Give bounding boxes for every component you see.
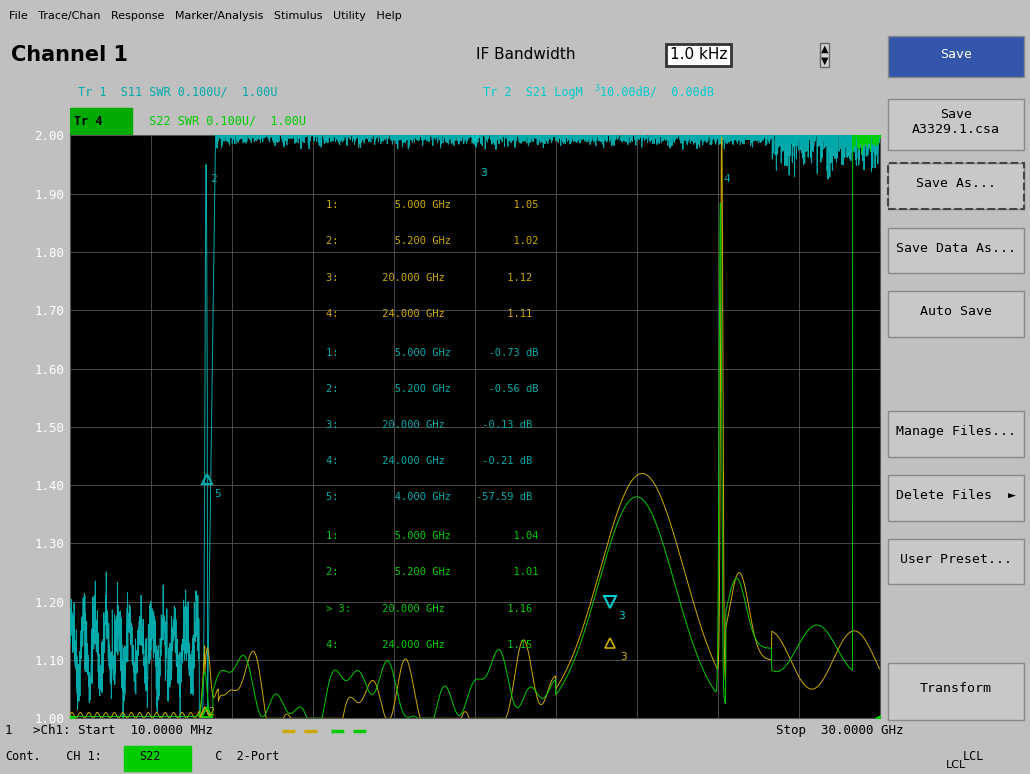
- Text: S22 SWR 0.100U/  1.00U: S22 SWR 0.100U/ 1.00U: [135, 115, 306, 128]
- Text: 2: 2: [209, 707, 214, 717]
- Text: Save
A3329.1.csa: Save A3329.1.csa: [912, 108, 1000, 136]
- Text: Auto Save: Auto Save: [920, 305, 992, 318]
- Text: Tr 4: Tr 4: [74, 115, 103, 128]
- Text: File   Trace/Chan   Response   Marker/Analysis   Stimulus   Utility   Help: File Trace/Chan Response Marker/Analysis…: [9, 12, 402, 21]
- Text: 3:       20.000 GHz          1.12: 3: 20.000 GHz 1.12: [327, 272, 533, 283]
- Text: 3: 3: [594, 84, 599, 93]
- Bar: [888, 36, 1024, 77]
- Text: Stop  30.0000 GHz: Stop 30.0000 GHz: [776, 724, 903, 737]
- Text: User Preset...: User Preset...: [900, 553, 1011, 566]
- Text: Save Data As...: Save Data As...: [896, 241, 1016, 255]
- Text: Tr 2  S21 LogM: Tr 2 S21 LogM: [483, 86, 583, 98]
- Bar: [70, 108, 132, 134]
- Text: >Ch1: Start  10.0000 MHz: >Ch1: Start 10.0000 MHz: [18, 724, 212, 737]
- Text: ▲
▼: ▲ ▼: [821, 44, 828, 66]
- Text: 1:         5.000 GHz      -0.73 dB: 1: 5.000 GHz -0.73 dB: [327, 348, 539, 358]
- Bar: [888, 663, 1024, 720]
- Bar: [888, 99, 1024, 150]
- Text: 1.0 kHz: 1.0 kHz: [671, 47, 727, 63]
- Text: 4:       24.000 GHz          1.15: 4: 24.000 GHz 1.15: [327, 640, 533, 649]
- Text: 10.00dB/  0.00dB: 10.00dB/ 0.00dB: [600, 86, 715, 98]
- Text: 4:       24.000 GHz          1.11: 4: 24.000 GHz 1.11: [327, 309, 533, 319]
- Text: 3:       20.000 GHz      -0.13 dB: 3: 20.000 GHz -0.13 dB: [327, 420, 533, 430]
- Text: Channel 1: Channel 1: [10, 45, 128, 65]
- Text: 1:         5.000 GHz          1.04: 1: 5.000 GHz 1.04: [327, 531, 539, 541]
- Bar: [888, 539, 1024, 584]
- Bar: [888, 411, 1024, 457]
- Text: 5: 5: [214, 489, 221, 498]
- Text: Transform: Transform: [920, 683, 992, 695]
- Text: 1:         5.000 GHz          1.05: 1: 5.000 GHz 1.05: [327, 200, 539, 211]
- Bar: [888, 163, 1024, 209]
- Text: C  2-Port: C 2-Port: [201, 751, 279, 763]
- Text: LCL: LCL: [946, 760, 966, 769]
- Text: CH 1:: CH 1:: [52, 751, 101, 763]
- Text: 2: 2: [210, 174, 217, 184]
- Text: Delete Files  ►: Delete Files ►: [896, 489, 1016, 502]
- Bar: [888, 291, 1024, 337]
- Text: 4:       24.000 GHz      -0.21 dB: 4: 24.000 GHz -0.21 dB: [327, 456, 533, 466]
- Text: 3: 3: [480, 168, 487, 178]
- Text: 2:         5.200 GHz      -0.56 dB: 2: 5.200 GHz -0.56 dB: [327, 384, 539, 394]
- Text: Cont.: Cont.: [5, 751, 41, 763]
- Text: 5:         4.000 GHz    -57.59 dB: 5: 4.000 GHz -57.59 dB: [327, 492, 533, 502]
- Text: 3: 3: [618, 611, 624, 622]
- Text: 2:         5.200 GHz          1.01: 2: 5.200 GHz 1.01: [327, 567, 539, 577]
- Text: Tr 1  S11 SWR 0.100U/  1.00U: Tr 1 S11 SWR 0.100U/ 1.00U: [78, 86, 278, 98]
- Text: Save As...: Save As...: [916, 177, 996, 190]
- Text: IF Bandwidth: IF Bandwidth: [476, 47, 576, 63]
- Bar: [888, 163, 1024, 209]
- Text: > 3:     20.000 GHz          1.16: > 3: 20.000 GHz 1.16: [327, 604, 533, 614]
- Text: 3: 3: [620, 652, 627, 662]
- Text: LCL: LCL: [963, 751, 985, 763]
- Bar: [124, 746, 191, 771]
- Text: Manage Files...: Manage Files...: [896, 425, 1016, 438]
- Text: Save: Save: [939, 48, 972, 60]
- Bar: [888, 228, 1024, 273]
- Bar: [888, 475, 1024, 521]
- Text: S22: S22: [139, 751, 161, 763]
- Text: 4: 4: [723, 174, 730, 184]
- Text: 2:         5.200 GHz          1.02: 2: 5.200 GHz 1.02: [327, 236, 539, 246]
- Text: 1: 1: [4, 724, 12, 737]
